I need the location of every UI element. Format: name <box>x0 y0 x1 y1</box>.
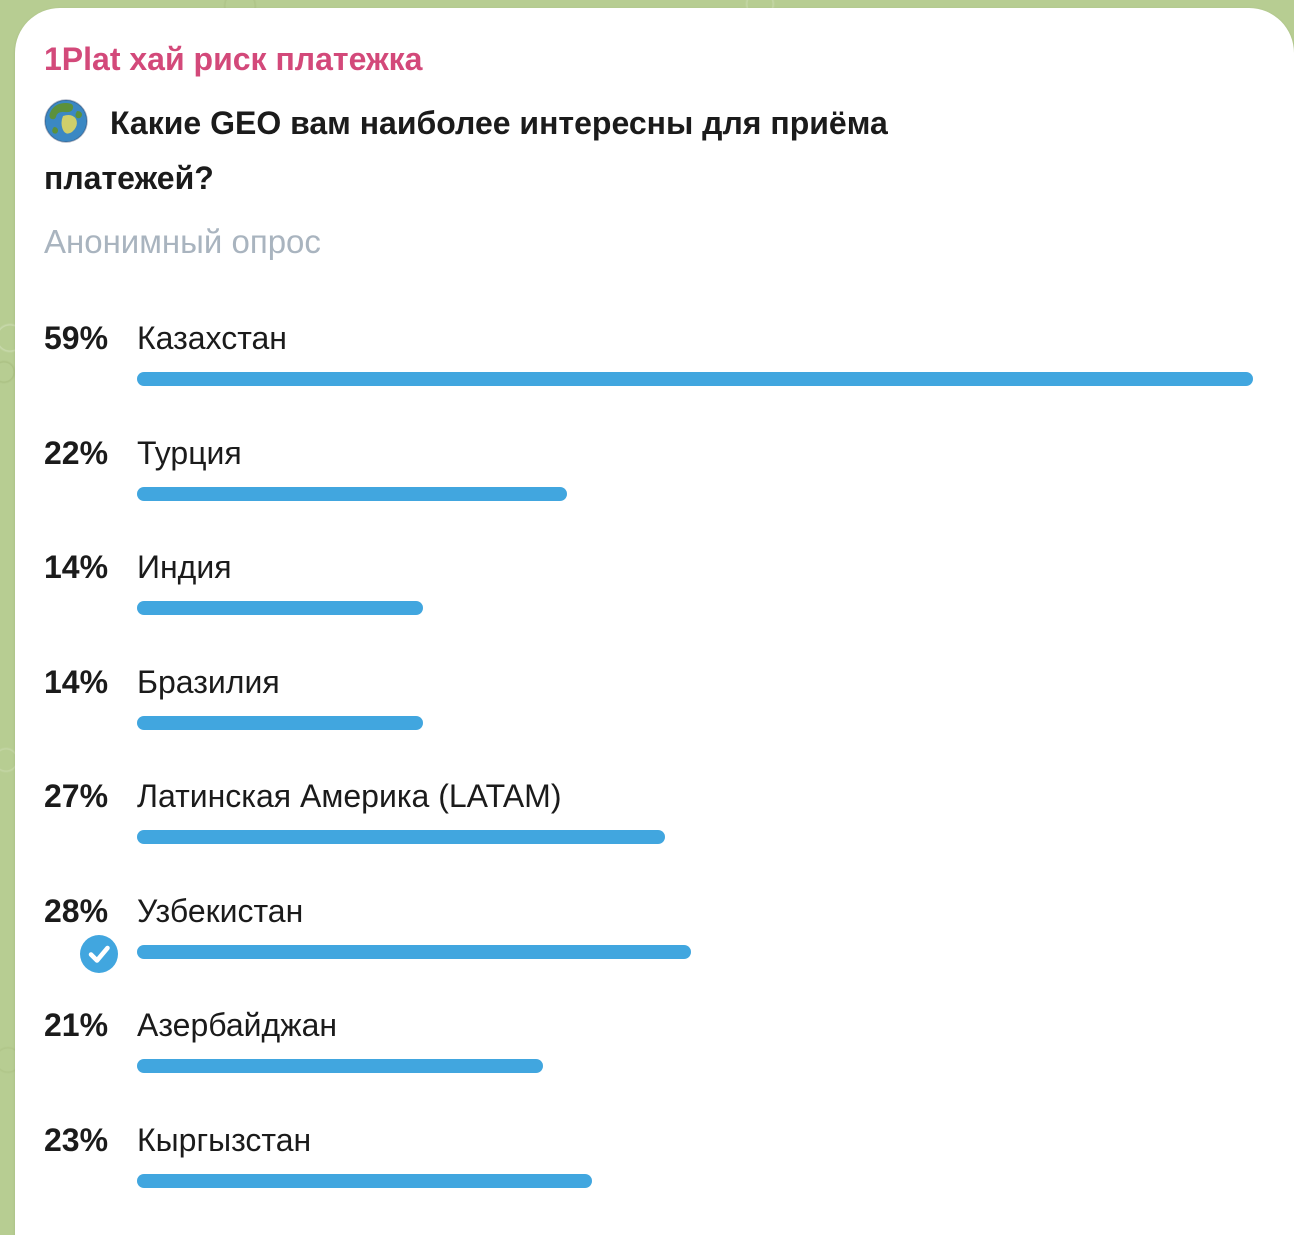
poll-type-label: Анонимный опрос <box>44 223 321 260</box>
option-percent: 14% <box>44 663 109 700</box>
option-percent: 22% <box>44 434 109 471</box>
poll-question-line1: Какие GEO вам наиболее интересны для при… <box>110 105 888 141</box>
option-bar-track <box>137 1059 1253 1073</box>
option-percent: 23% <box>44 1121 109 1158</box>
poll-option[interactable]: 14% Индия <box>44 547 1269 662</box>
option-bar <box>137 486 567 501</box>
option-bar-track <box>137 372 1253 386</box>
poll-question-line2: платежей? <box>44 160 214 196</box>
option-label: Индия <box>137 549 232 585</box>
option-label: Кыргызстан <box>137 1121 312 1158</box>
option-label: Турция <box>137 434 242 471</box>
option-bar <box>137 944 691 959</box>
option-label: Казахстан <box>137 320 287 356</box>
option-label: Бразилия <box>137 663 280 700</box>
option-bar-track <box>137 1173 1253 1188</box>
vote-check-icon <box>80 934 118 973</box>
poll-option[interactable]: 14% Бразилия <box>44 662 1269 777</box>
poll-option[interactable]: 21% Азербайджан <box>44 1005 1269 1120</box>
option-bar-track <box>137 601 1253 615</box>
poll-options: 59% Казахстан 22% Турция 14% Индия 14% Б… <box>44 318 1269 1234</box>
option-label: Узбекистан <box>137 892 304 929</box>
option-bar-track <box>137 715 1253 730</box>
poll-option[interactable]: 27% Латинская Америка (LATAM) <box>44 776 1269 891</box>
option-bar <box>137 830 665 844</box>
channel-name[interactable]: 1Plat хай риск платежка <box>44 41 423 77</box>
option-label: Азербайджан <box>137 1007 338 1043</box>
poll-question: Какие GEO вам наиболее интересны для при… <box>44 96 1234 206</box>
poll-option[interactable]: 59% Казахстан <box>44 318 1269 433</box>
option-percent: 59% <box>44 320 109 356</box>
option-label: Латинская Америка (LATAM) <box>137 778 562 814</box>
option-percent: 28% <box>44 892 109 929</box>
poll-option[interactable]: 23% Кыргызстан <box>44 1120 1269 1235</box>
option-percent: 27% <box>44 778 109 814</box>
poll-option[interactable]: 28% Узбекистан <box>44 891 1269 1006</box>
globe-earth-emoji-icon <box>44 99 88 143</box>
poll-option[interactable]: 22% Турция <box>44 433 1269 548</box>
option-bar <box>137 1059 544 1073</box>
option-bar <box>137 372 1253 386</box>
option-bar <box>137 601 423 615</box>
option-percent: 14% <box>44 549 109 585</box>
message-bubble: 1Plat хай риск платежка Какие GEO вам на… <box>15 8 1294 1235</box>
option-percent: 21% <box>44 1007 109 1043</box>
option-bar-track <box>137 486 1253 501</box>
option-bar <box>137 1173 593 1188</box>
option-bar-track <box>137 944 1253 959</box>
option-bar <box>137 715 423 730</box>
option-bar-track <box>137 830 1253 844</box>
